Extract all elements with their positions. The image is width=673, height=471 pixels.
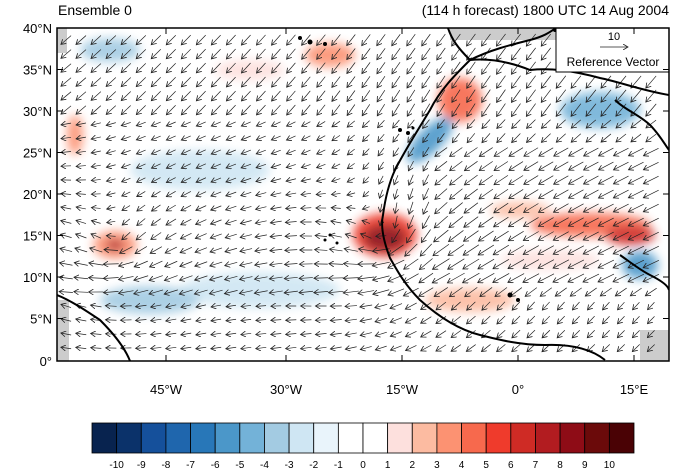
colorbar-segment bbox=[362, 422, 389, 454]
longitude-label: 45°W bbox=[150, 382, 183, 397]
longitude-label: 15°W bbox=[386, 382, 419, 397]
colorbar-label: 6 bbox=[508, 460, 514, 471]
longitude-axis: 45°W 30°W 15°W 0° 15°E bbox=[150, 28, 648, 397]
colorbar-label: 10 bbox=[604, 460, 616, 471]
colorbar-segment bbox=[608, 422, 635, 454]
anomaly-shading bbox=[67, 38, 658, 314]
colorbar-segment bbox=[584, 422, 610, 454]
gulf-guinea-coast bbox=[619, 254, 669, 291]
colorbar-label: -3 bbox=[285, 460, 294, 471]
colorbar-segment bbox=[214, 422, 241, 454]
colorbar-label: -2 bbox=[309, 460, 318, 471]
colorbar-label: 5 bbox=[483, 460, 489, 471]
colorbar-segment bbox=[140, 422, 167, 454]
colorbar-segment bbox=[485, 422, 512, 454]
colorbar-label: 2 bbox=[409, 460, 415, 471]
latitude-axis: 40°N 35°N 30°N 25°N 20°N 15°N 10°N 5°N 0° bbox=[23, 21, 669, 369]
colorbar-label: -10 bbox=[109, 460, 124, 471]
colorbar-segment bbox=[510, 422, 536, 454]
colorbar-label: -1 bbox=[334, 460, 343, 471]
longitude-label: 0° bbox=[512, 382, 524, 397]
reference-vector-magnitude: 10 bbox=[608, 31, 620, 43]
reference-vector-label: Reference Vector bbox=[567, 55, 660, 69]
colorbar-segment bbox=[116, 422, 142, 454]
colorbar-label: 1 bbox=[385, 460, 391, 471]
longitude-label: 30°W bbox=[270, 382, 303, 397]
latitude-label: 30°N bbox=[23, 104, 52, 119]
colorbar-label: -5 bbox=[235, 460, 244, 471]
islands bbox=[298, 28, 557, 302]
colorbar-label: -7 bbox=[186, 460, 195, 471]
colorbar-label: 4 bbox=[459, 460, 465, 471]
colorbar-segment bbox=[190, 422, 216, 454]
colorbar-label: -9 bbox=[137, 460, 146, 471]
map-plot-area: 10 Reference Vector bbox=[57, 28, 669, 361]
colorbar-label: -6 bbox=[211, 460, 220, 471]
colorbar-label: -8 bbox=[161, 460, 170, 471]
colorbar-label: -4 bbox=[260, 460, 269, 471]
latitude-label: 25°N bbox=[23, 146, 52, 161]
colorbar-segment bbox=[91, 422, 118, 454]
latitude-label: 15°N bbox=[23, 229, 52, 244]
colorbar-label: 3 bbox=[434, 460, 440, 471]
colorbar-label: 9 bbox=[582, 460, 588, 471]
colorbar-segment bbox=[337, 422, 364, 454]
land-mask-se bbox=[640, 330, 669, 361]
land-mask-south bbox=[57, 300, 69, 361]
latitude-label: 0° bbox=[40, 354, 52, 369]
latitude-label: 5°N bbox=[30, 312, 52, 327]
latitude-label: 10°N bbox=[23, 270, 52, 285]
colorbar-segment bbox=[559, 422, 586, 454]
reference-vector-legend: 10 Reference Vector bbox=[555, 28, 669, 73]
latitude-label: 35°N bbox=[23, 63, 52, 78]
coastlines bbox=[57, 28, 669, 361]
colorbar-label: 0 bbox=[360, 460, 366, 471]
colorbar-segment bbox=[387, 422, 413, 454]
longitude-label: 15°E bbox=[620, 382, 649, 397]
colorbar-segment bbox=[535, 422, 561, 454]
colorbar-segment bbox=[461, 422, 487, 454]
colorbar: -10 -9 -8 -7 -6 -5 -4 -3 -2 -1 0 1 2 3 4 5 6 7 8 9 10 bbox=[91, 422, 635, 471]
colorbar-segment bbox=[288, 422, 315, 454]
colorbar-label: 8 bbox=[557, 460, 563, 471]
africa-west-coast bbox=[381, 59, 606, 361]
colorbar-segment bbox=[264, 422, 290, 454]
panel-title: Ensemble 0 bbox=[58, 2, 132, 18]
latitude-label: 20°N bbox=[23, 187, 52, 202]
colorbar-segment bbox=[436, 422, 462, 454]
latitude-label: 40°N bbox=[23, 21, 52, 36]
colorbar-segment bbox=[411, 422, 438, 454]
arabia-coast bbox=[614, 99, 669, 151]
colorbar-segment bbox=[313, 422, 339, 454]
colorbar-label: 7 bbox=[533, 460, 539, 471]
colorbar-segment bbox=[239, 422, 265, 454]
wind-vector-field bbox=[59, 33, 660, 352]
iberia-coast bbox=[447, 28, 557, 62]
colorbar-segment bbox=[165, 422, 191, 454]
forecast-time-title: (114 h forecast) 1800 UTC 14 Aug 2004 bbox=[421, 2, 669, 18]
south-america-coast bbox=[57, 294, 131, 361]
